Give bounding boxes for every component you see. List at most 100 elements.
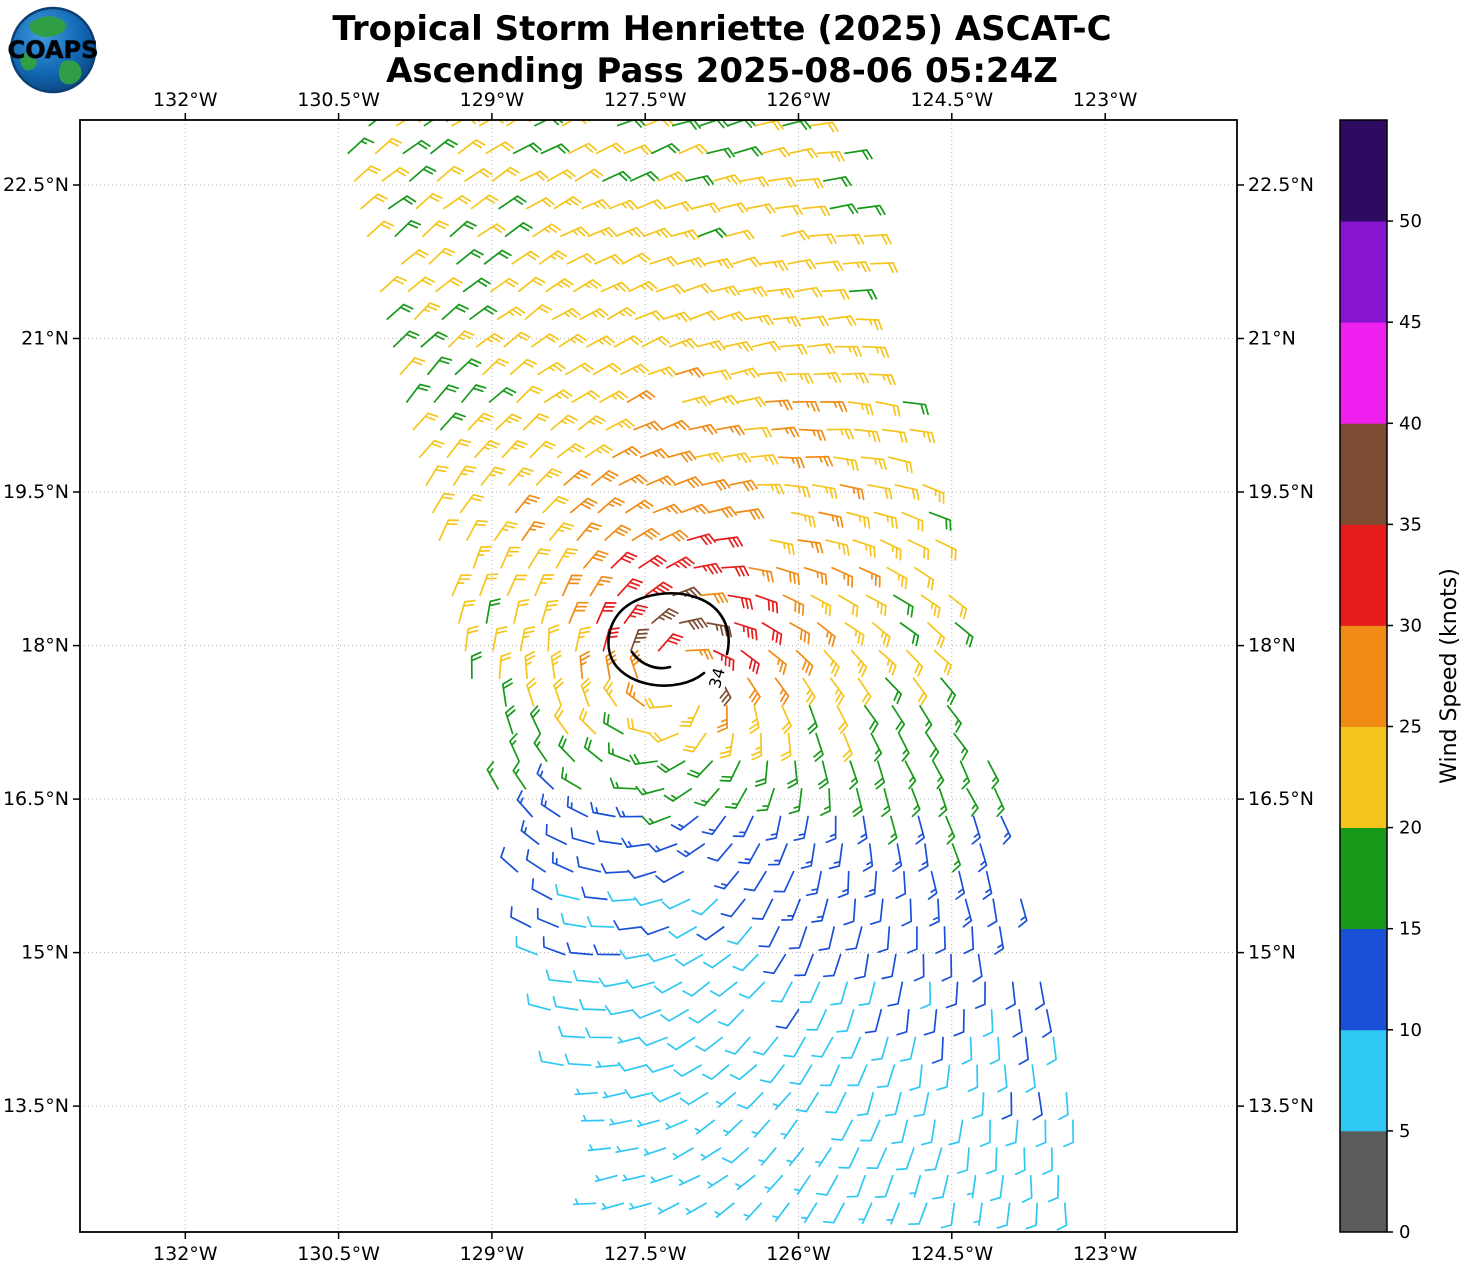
wind-barb xyxy=(826,428,855,440)
wind-barb xyxy=(458,599,476,624)
wind-barb xyxy=(928,511,952,531)
wind-barb xyxy=(581,198,611,210)
wind-barb xyxy=(514,494,540,514)
wind-barb xyxy=(405,383,431,403)
wind-barb xyxy=(679,1091,709,1106)
lon-tick-label-top: 130.5°W xyxy=(297,89,380,111)
wind-barb xyxy=(786,1147,805,1167)
wind-barb xyxy=(1014,1147,1026,1176)
lon-tick-label-bottom: 127.5°W xyxy=(604,1243,687,1264)
wind-barb xyxy=(748,705,760,734)
wind-barb xyxy=(920,594,941,619)
wind-barb xyxy=(963,926,975,955)
lon-tick-label-top: 123°W xyxy=(1073,89,1138,111)
wind-barb xyxy=(982,1009,994,1038)
wind-barb xyxy=(811,484,838,500)
wind-barb xyxy=(922,484,945,504)
wind-barb xyxy=(347,137,375,155)
wind-barb xyxy=(717,311,747,322)
lat-tick-label-left: 21°N xyxy=(21,328,69,350)
wind-barb xyxy=(427,356,453,376)
wind-barb xyxy=(602,627,620,652)
wind-barb xyxy=(758,926,780,948)
plot-border xyxy=(79,119,1238,1233)
wind-barb xyxy=(649,732,679,743)
wind-barb xyxy=(615,806,644,818)
chart-title: Tropical Storm Henriette (2025) ASCAT-C xyxy=(332,9,1111,49)
wind-barb xyxy=(849,288,878,300)
wind-barb xyxy=(529,440,556,459)
colorbar-tick-label: 30 xyxy=(1399,616,1422,637)
wind-barb xyxy=(925,732,940,762)
wind-barb xyxy=(639,448,669,459)
wind-barb xyxy=(898,732,910,762)
wind-barb xyxy=(536,907,560,928)
wind-barb xyxy=(657,171,687,182)
wind-barb xyxy=(605,418,635,431)
wind-barb xyxy=(594,1174,618,1183)
wind-barb xyxy=(469,305,498,320)
wind-barb xyxy=(608,1118,633,1126)
wind-barb xyxy=(810,594,832,617)
wind-barb xyxy=(743,426,772,438)
wind-barb xyxy=(631,527,661,541)
wind-barb xyxy=(825,815,837,844)
wind-barb xyxy=(525,849,546,873)
wind-barb xyxy=(915,815,925,845)
wind-barb xyxy=(868,373,896,386)
wind-barb xyxy=(663,787,693,802)
wind-barb xyxy=(880,539,902,561)
wind-barb xyxy=(490,277,519,293)
wind-barb xyxy=(641,335,671,348)
wind-barb xyxy=(617,1061,647,1072)
wind-barb xyxy=(579,650,591,680)
wind-barb xyxy=(772,1202,790,1222)
lat-tick-label-right: 15°N xyxy=(1248,942,1296,964)
wind-barb xyxy=(645,1063,675,1073)
wind-barb xyxy=(619,949,649,960)
wind-barb xyxy=(709,981,738,997)
logo-continent-west xyxy=(20,52,37,71)
wind-barb xyxy=(522,413,550,431)
wind-barb xyxy=(533,733,548,763)
wind-barb xyxy=(459,493,485,514)
wind-barb xyxy=(512,761,527,790)
wind-barb xyxy=(802,677,816,706)
wind-barb xyxy=(537,361,566,376)
wind-barb-field xyxy=(347,120,1075,1231)
wind-barb xyxy=(920,981,932,1010)
wind-barb xyxy=(420,331,448,348)
wind-barb xyxy=(586,335,615,348)
wind-barb xyxy=(806,1009,827,1031)
wind-barb xyxy=(430,138,458,155)
wind-barb xyxy=(694,787,720,807)
wind-barb xyxy=(1035,1119,1047,1148)
lon-tick-label-bottom: 130.5°W xyxy=(297,1243,380,1264)
colorbar-tick-label: 0 xyxy=(1399,1222,1410,1243)
wind-barb xyxy=(888,456,913,474)
wind-barb xyxy=(909,1174,922,1198)
wind-barb xyxy=(579,307,609,320)
wind-barb xyxy=(770,981,793,1003)
wind-barb xyxy=(679,705,701,727)
wind-barb xyxy=(820,787,831,816)
wind-barb xyxy=(678,1174,701,1186)
wind-barb xyxy=(498,195,527,210)
wind-barb xyxy=(454,358,482,376)
wind-barb xyxy=(374,137,403,155)
wind-barb xyxy=(730,367,760,379)
wind-barb xyxy=(617,578,644,597)
wind-barb xyxy=(696,926,725,941)
wind-barb xyxy=(774,677,790,706)
wind-barb xyxy=(722,1119,743,1137)
wind-barb xyxy=(534,574,555,597)
wind-barb xyxy=(630,628,650,652)
wind-barb xyxy=(607,891,636,902)
wind-barb xyxy=(886,566,908,590)
wind-barb xyxy=(483,249,512,265)
wind-barb xyxy=(622,1174,646,1182)
logo-continent-south xyxy=(58,60,82,85)
wind-barb xyxy=(914,566,935,591)
wind-barb xyxy=(822,953,842,978)
wind-barb xyxy=(751,732,763,761)
